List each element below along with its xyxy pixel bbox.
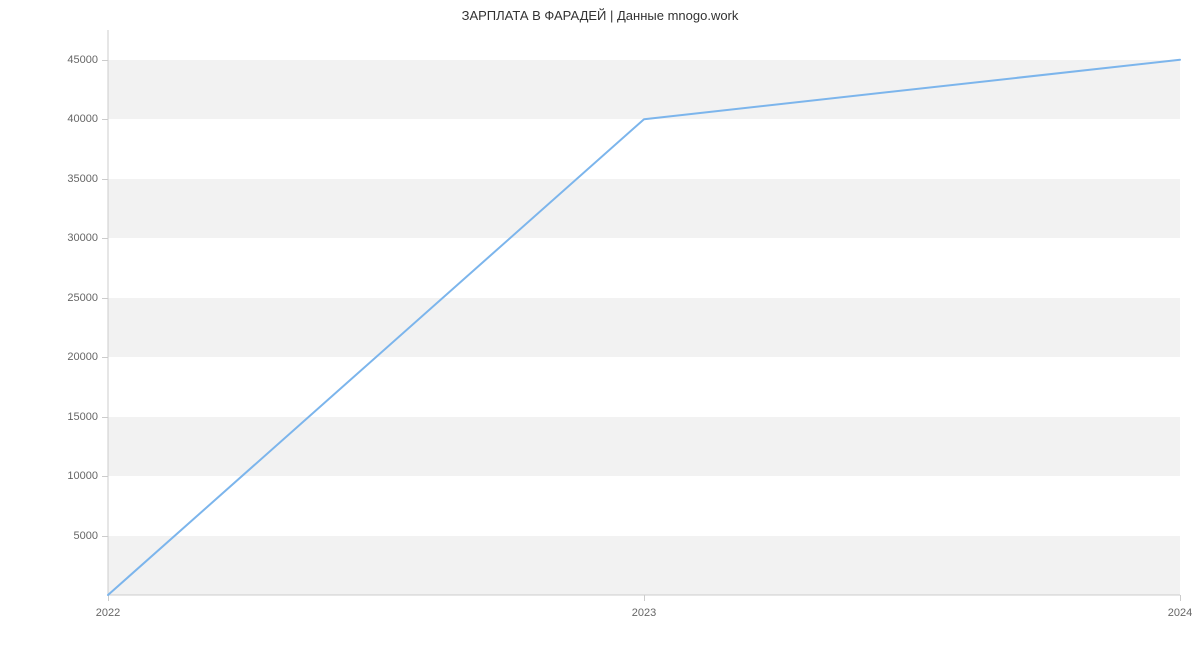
x-tick-label: 2023 [632,607,656,619]
x-tick-mark [644,595,645,601]
chart-svg [108,30,1180,595]
y-tick-label: 15000 [67,411,98,423]
y-tick-label: 5000 [74,530,98,542]
series-line-salary [108,60,1180,595]
y-tick-label: 30000 [67,232,98,244]
chart-title: ЗАРПЛАТА В ФАРАДЕЙ | Данные mnogo.work [0,8,1200,23]
y-tick-label: 20000 [67,351,98,363]
plot-area: 5000100001500020000250003000035000400004… [108,30,1180,595]
y-tick-label: 25000 [67,292,98,304]
y-tick-label: 40000 [67,113,98,125]
y-tick-label: 35000 [67,173,98,185]
x-tick-label: 2024 [1168,607,1192,619]
y-tick-label: 45000 [67,54,98,66]
x-tick-mark [1180,595,1181,601]
x-tick-label: 2022 [96,607,120,619]
y-tick-label: 10000 [67,470,98,482]
salary-line-chart: ЗАРПЛАТА В ФАРАДЕЙ | Данные mnogo.work 5… [0,0,1200,650]
